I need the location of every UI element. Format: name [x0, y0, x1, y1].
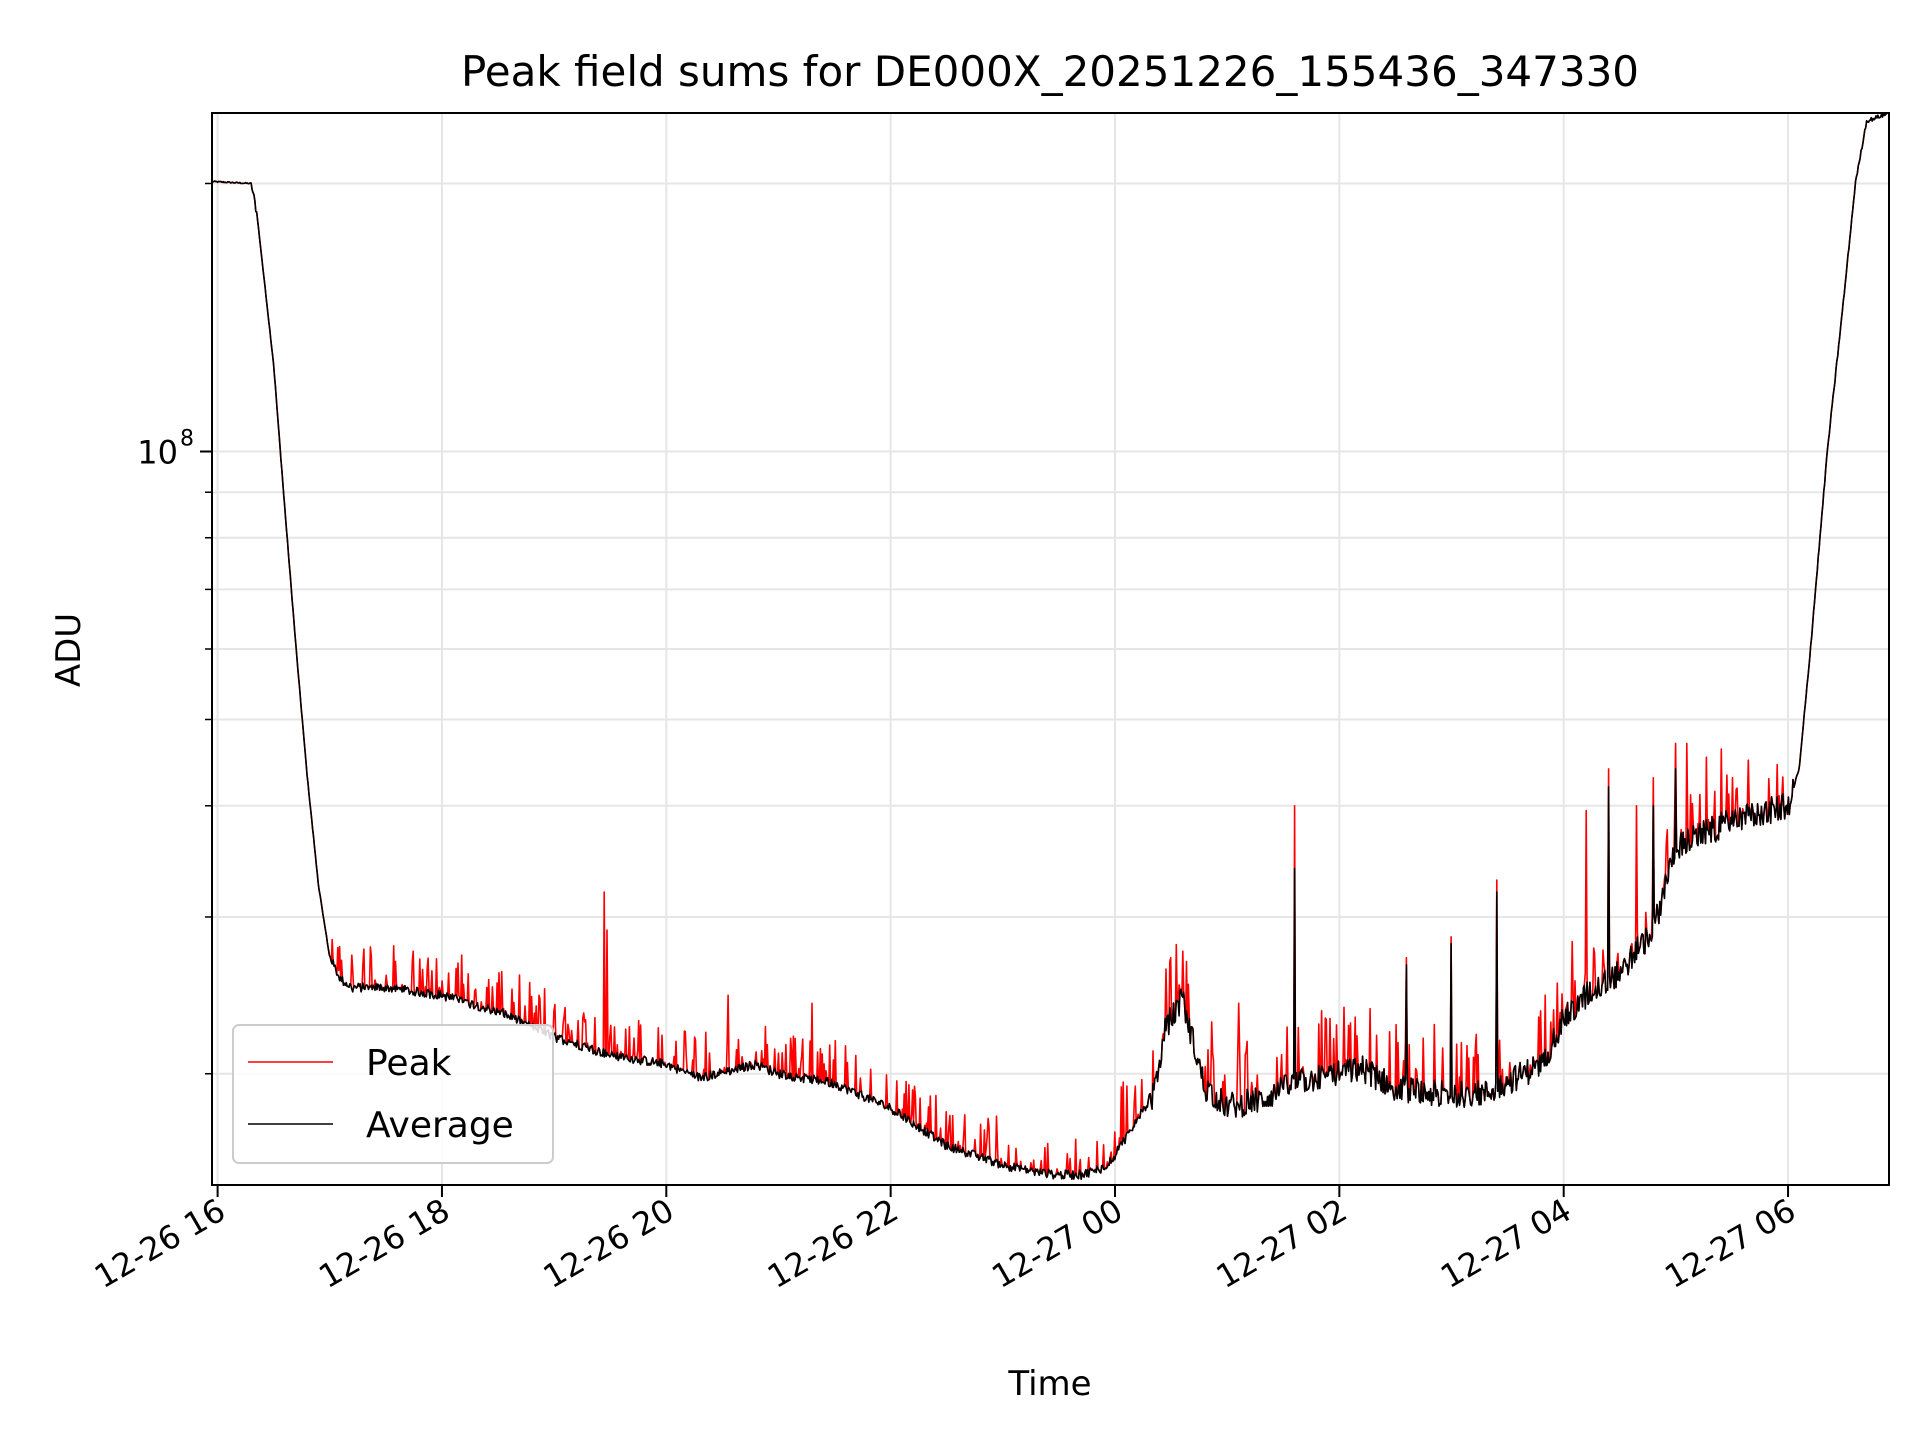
x-axis-label: Time: [1007, 1364, 1091, 1404]
series-average: [211, 112, 1890, 1180]
legend: Peak Average: [232, 1024, 554, 1164]
chart-title: Peak field sums for DE000X_20251226_1554…: [461, 47, 1639, 96]
legend-average-label: Average: [366, 1105, 514, 1146]
y-tick-label-0: 10: [137, 433, 178, 471]
legend-box: [232, 1024, 554, 1164]
legend-peak-label: Peak: [366, 1043, 452, 1084]
average-line: [211, 112, 1890, 1180]
y-tick-exponent-0: 8: [180, 426, 194, 451]
y-axis: 10 8: [137, 182, 212, 1075]
y-axis-label: ADU: [49, 613, 89, 687]
